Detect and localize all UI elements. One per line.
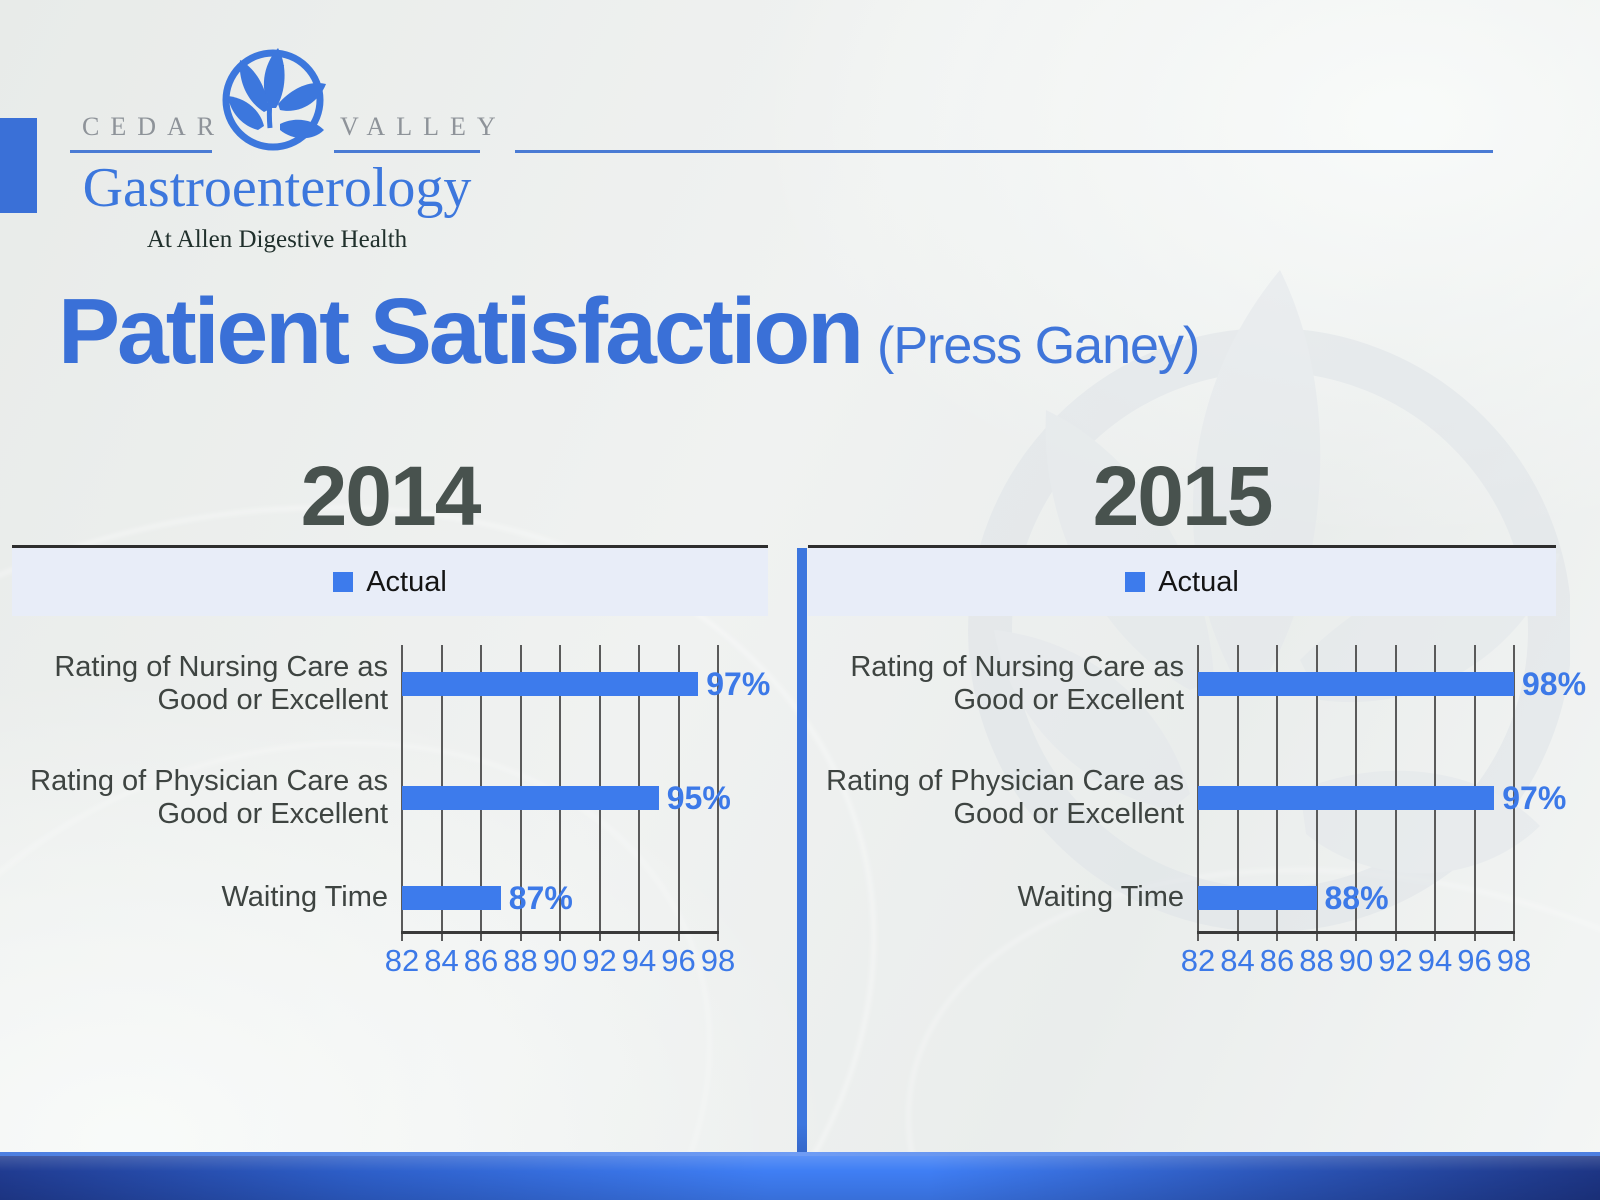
x-tick-label: 84	[1220, 943, 1255, 978]
x-tick-label: 90	[1338, 943, 1374, 978]
bar-value-label: 95%	[666, 780, 731, 816]
chart-top-border	[12, 545, 768, 548]
bar-2	[1198, 786, 1495, 810]
bar-1	[1198, 672, 1514, 696]
x-tick-label: 96	[1457, 943, 1492, 978]
header-divider-line	[515, 150, 1493, 153]
x-tick-label: 98	[700, 943, 736, 978]
bar-2	[402, 786, 659, 810]
x-tick-label: 88	[503, 943, 538, 978]
category-label: Rating of Nursing Care as Good or Excell…	[54, 650, 388, 716]
year-heading-2014: 2014	[300, 449, 482, 543]
vertical-divider	[797, 548, 807, 1188]
gridline-96	[677, 645, 680, 941]
x-tick-label: 96	[661, 943, 696, 978]
accent-corner-square	[0, 118, 37, 213]
bar-1	[402, 672, 699, 696]
brand-underline	[70, 150, 212, 153]
bar-value-label: 97%	[706, 666, 771, 702]
brand-word-cedar: CEDAR	[82, 112, 226, 141]
x-tick-label: 98	[1496, 943, 1532, 978]
bar-value-label: 97%	[1502, 780, 1567, 816]
page-title: Patient Satisfaction (Press Ganey)	[58, 278, 1200, 385]
bar-3	[402, 886, 501, 910]
x-tick-label: 94	[1417, 943, 1453, 978]
brand-underline	[334, 150, 480, 153]
category-label: Rating of Physician Care as Good or Exce…	[826, 764, 1184, 830]
brand-tagline: At Allen Digestive Health	[146, 226, 408, 253]
bar-value-label: 98%	[1522, 666, 1587, 702]
chart-2014: Actual 82 84 86 88 90 92 94 96 98 Rating of Nursin…	[12, 545, 771, 990]
legend-swatch-actual	[333, 572, 354, 592]
x-axis-line	[1197, 931, 1515, 934]
x-tick-label: 88	[1299, 943, 1334, 978]
legend-label: Actual	[1158, 565, 1239, 598]
brand-word-valley: VALLEY	[340, 112, 507, 141]
x-axis-line	[401, 931, 719, 934]
x-tick-label: 86	[1259, 943, 1295, 978]
gridline-98	[717, 645, 719, 941]
x-tick-label: 92	[582, 943, 617, 978]
bar-3	[1198, 886, 1317, 910]
x-tick-label: 86	[463, 943, 499, 978]
chart-legend: Actual	[808, 548, 1556, 616]
page-title-suffix: (Press Ganey)	[877, 317, 1200, 375]
page-title-main: Patient Satisfaction	[58, 279, 864, 383]
footer-band	[0, 1156, 1600, 1200]
brand-name: Gastroenterology	[82, 157, 472, 219]
legend-swatch-actual	[1125, 572, 1146, 592]
gridline-98	[1513, 645, 1515, 941]
x-tick-label: 92	[1378, 943, 1413, 978]
category-label: Waiting Time	[221, 881, 388, 914]
leaf-branch-circle-logo-icon	[222, 48, 326, 151]
chart-legend: Actual	[12, 548, 768, 616]
chart-top-border	[808, 545, 1556, 548]
legend-label: Actual	[366, 565, 447, 598]
x-tick-label: 82	[1180, 943, 1216, 978]
category-label: Rating of Nursing Care as Good or Excell…	[850, 650, 1184, 716]
x-tick-label: 82	[384, 943, 420, 978]
year-heading-2015: 2015	[1092, 449, 1274, 543]
x-tick-label: 94	[621, 943, 657, 978]
bar-value-label: 88%	[1324, 880, 1389, 916]
x-tick-label: 84	[424, 943, 459, 978]
chart-2015: Actual 82 84 86 88 90 92 94 96 98 Rating of Nursin…	[808, 545, 1586, 990]
category-label: Waiting Time	[1017, 881, 1184, 914]
category-label: Rating of Physician Care as Good or Exce…	[30, 764, 388, 830]
footer-highlight-line	[0, 1152, 1600, 1156]
bar-value-label: 87%	[508, 880, 573, 916]
x-tick-label: 90	[542, 943, 578, 978]
